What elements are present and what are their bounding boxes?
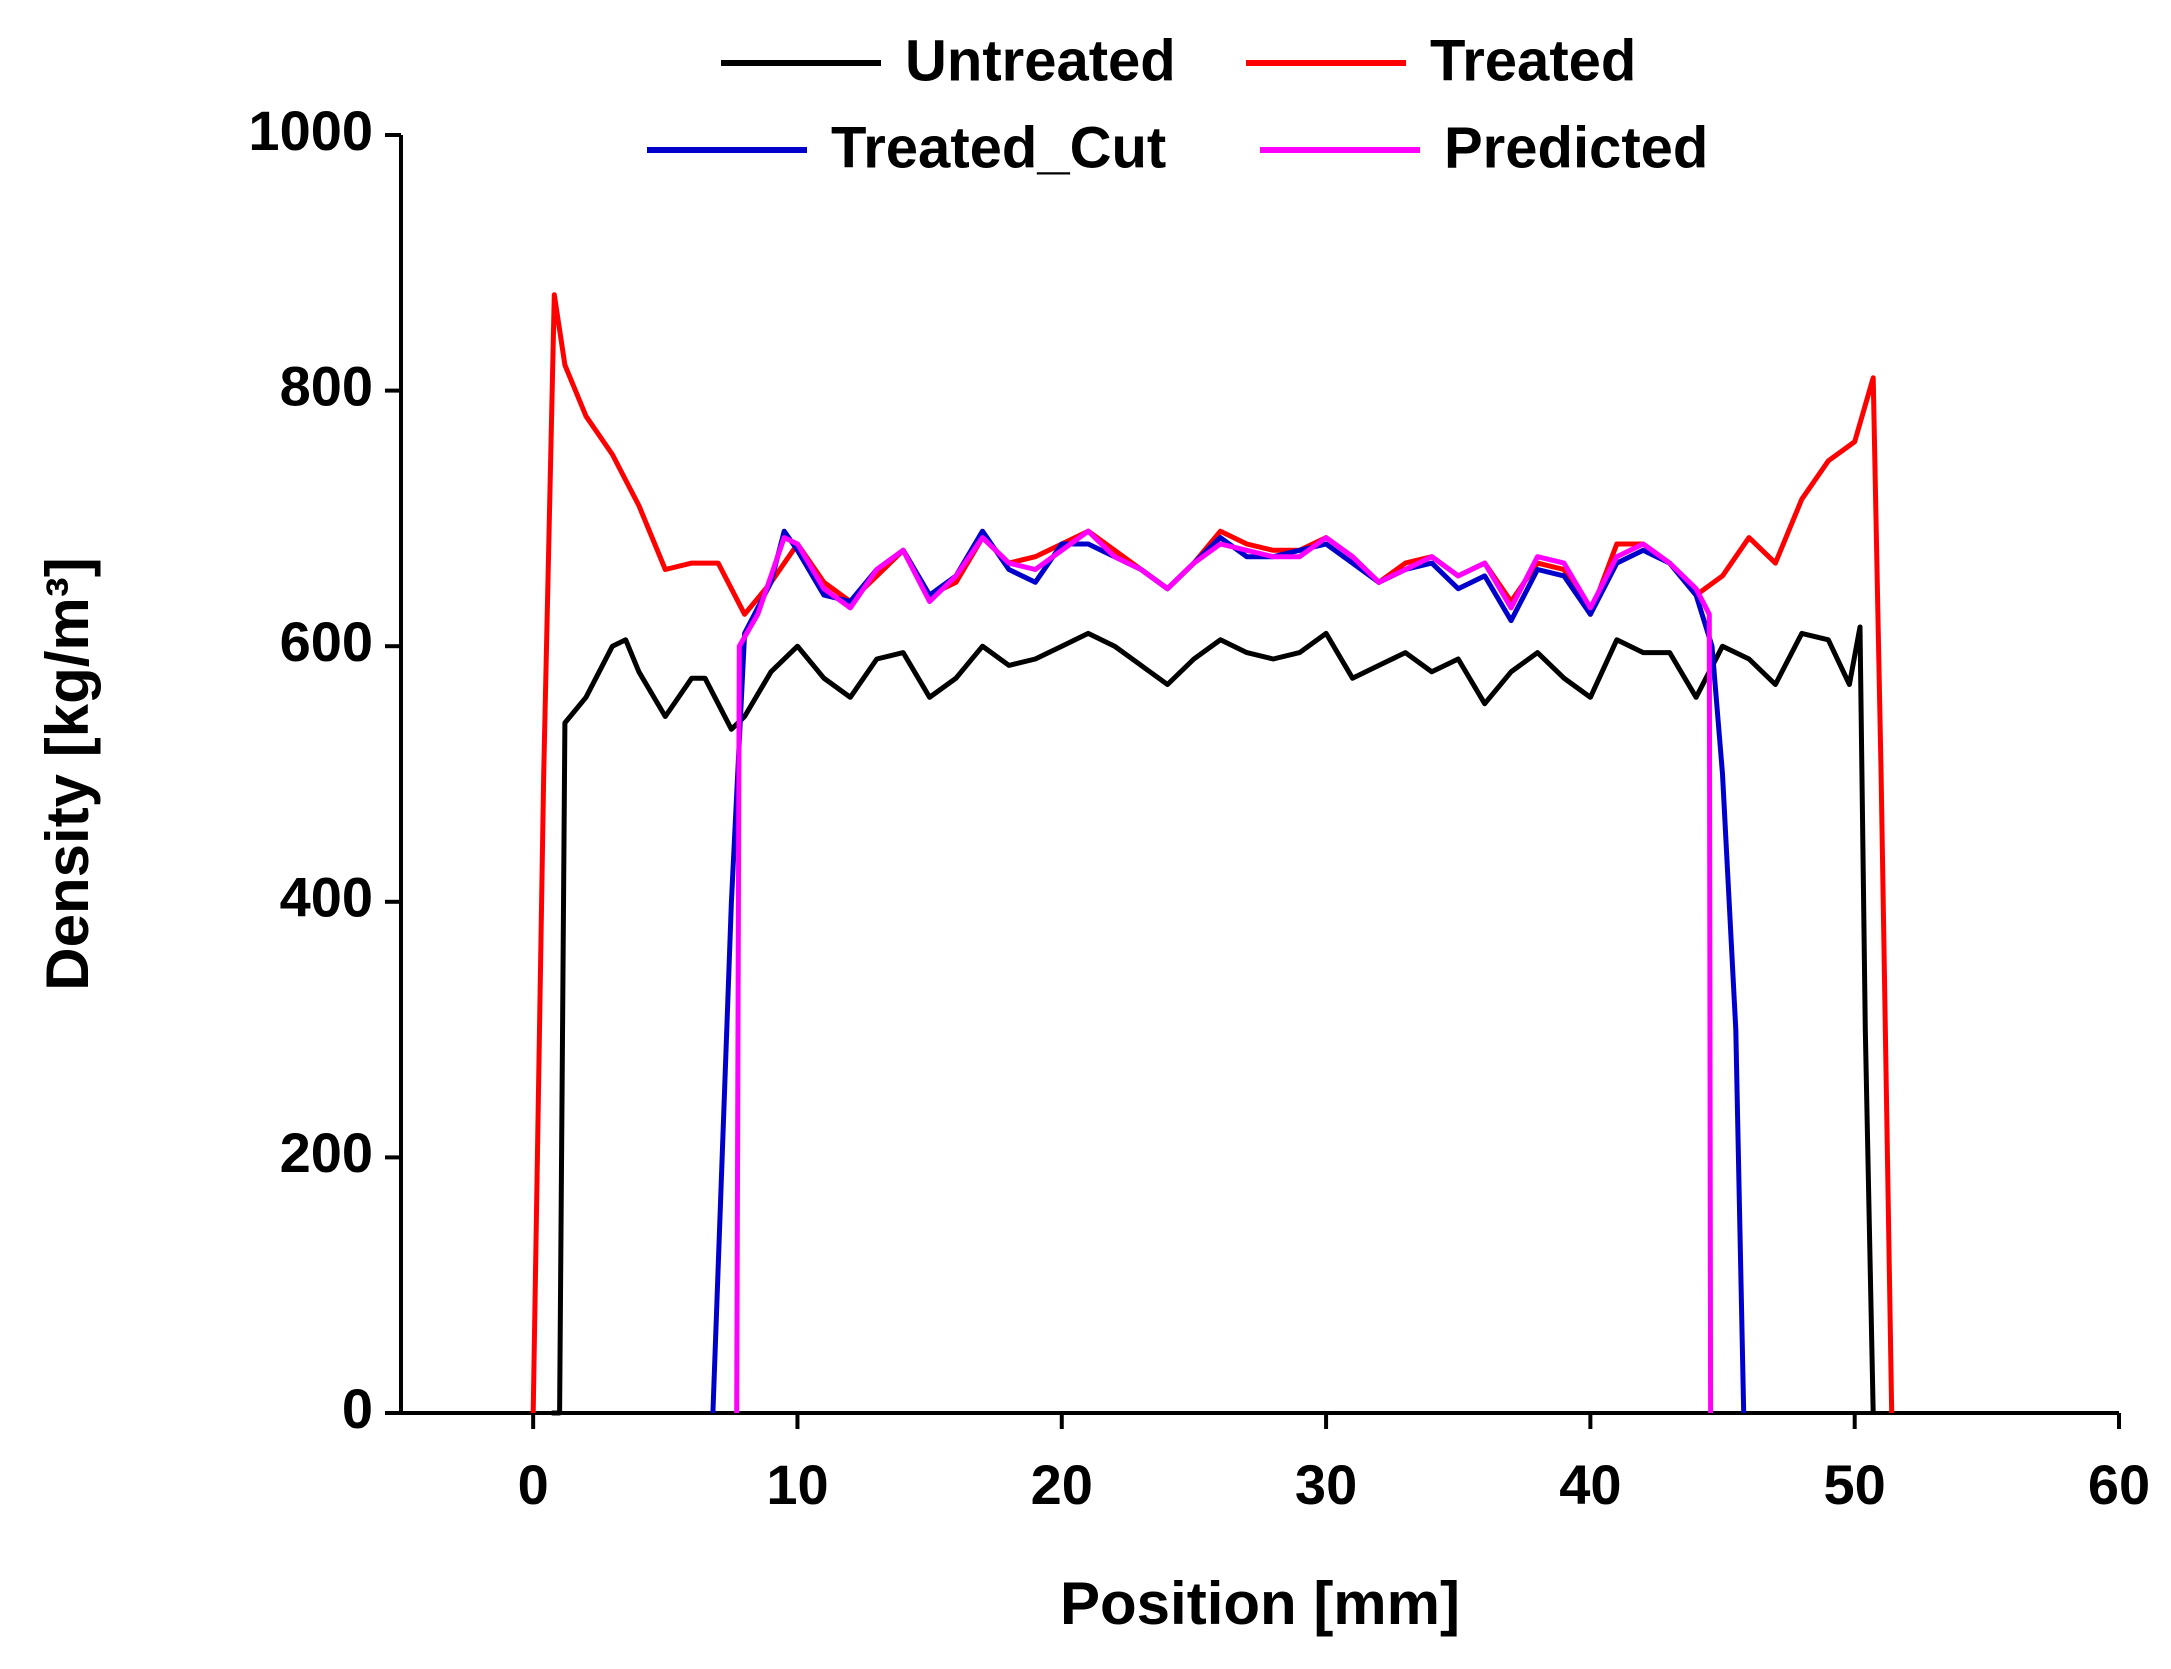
legend-label: Predicted bbox=[1444, 115, 1708, 180]
y-axis-label: Density [kg/m³] bbox=[34, 557, 101, 990]
y-tick-label: 800 bbox=[280, 354, 373, 417]
y-tick-label: 1000 bbox=[248, 99, 373, 162]
data-line bbox=[551, 624, 1876, 1416]
y-tick-label: 200 bbox=[280, 1121, 373, 1184]
legend-label: Treated bbox=[1430, 28, 1636, 93]
x-tick-label: 40 bbox=[1559, 1453, 1621, 1516]
x-tick-label: 30 bbox=[1295, 1453, 1357, 1516]
legend-label: Treated_Cut bbox=[831, 115, 1166, 180]
x-tick-label: 20 bbox=[1031, 1453, 1093, 1516]
x-tick-label: 0 bbox=[518, 1453, 549, 1516]
x-tick-label: 60 bbox=[2088, 1453, 2150, 1516]
y-tick-label: 600 bbox=[280, 610, 373, 673]
y-tick-label: 400 bbox=[280, 866, 373, 929]
x-tick-label: 10 bbox=[766, 1453, 828, 1516]
x-axis-label: Position [mm] bbox=[1060, 1570, 1460, 1637]
data-line bbox=[734, 528, 1714, 1414]
x-tick-label: 50 bbox=[1824, 1453, 1886, 1516]
legend-label: Untreated bbox=[905, 28, 1176, 93]
data-line bbox=[710, 528, 1747, 1414]
y-tick-label: 0 bbox=[342, 1377, 373, 1440]
